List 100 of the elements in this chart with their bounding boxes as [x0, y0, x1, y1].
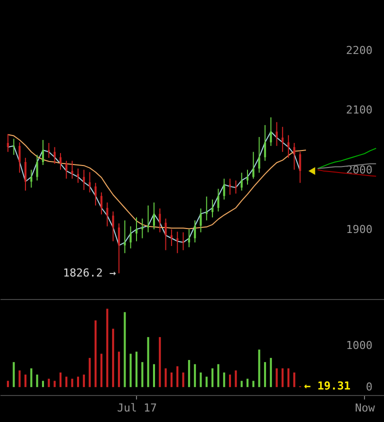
bar	[135, 352, 138, 388]
bar	[176, 366, 178, 388]
candlestick	[206, 196, 208, 221]
annotation: 1826.2 →	[62, 266, 116, 280]
bar	[252, 380, 254, 388]
candlestick	[299, 151, 302, 184]
bar	[42, 380, 44, 388]
candlestick	[6, 134, 9, 152]
bar	[65, 376, 68, 388]
bar	[211, 368, 214, 388]
bar	[88, 358, 91, 388]
bar	[82, 374, 85, 388]
candlestick	[293, 142, 296, 170]
y-tick-label: 1900	[346, 222, 372, 236]
bar	[240, 380, 243, 388]
candlestick	[100, 192, 102, 215]
bar	[194, 364, 196, 388]
bar	[54, 380, 56, 388]
bar	[234, 370, 237, 388]
candlestick	[18, 142, 21, 174]
candlestick	[147, 204, 150, 233]
candlestick	[48, 142, 50, 158]
candlestick	[182, 232, 184, 251]
y-tick-label: 2100	[346, 104, 372, 117]
bar	[153, 364, 156, 388]
candlestick	[287, 134, 290, 158]
bar	[18, 370, 21, 388]
candlestick	[264, 124, 266, 162]
candlestick	[71, 160, 74, 180]
candlestick	[60, 152, 62, 170]
bar	[48, 378, 50, 388]
bar	[60, 372, 62, 388]
candlestick	[54, 146, 56, 164]
x-tick-label: Now	[354, 402, 376, 414]
bar	[228, 374, 231, 388]
bar	[276, 368, 278, 388]
candlestick	[135, 216, 138, 242]
bar	[282, 368, 284, 388]
bar	[258, 350, 260, 388]
candlestick	[112, 210, 114, 242]
annotation: ← 19.31	[304, 379, 351, 392]
candlestick	[188, 228, 190, 248]
bar	[270, 358, 272, 388]
candlestick	[158, 208, 161, 233]
bar	[223, 372, 226, 388]
candlestick	[223, 178, 226, 200]
y-tick-label: 0	[366, 380, 372, 394]
line-series	[7, 131, 301, 246]
y-tick-label: 2200	[346, 44, 372, 58]
bar	[141, 362, 144, 388]
candlestick	[282, 126, 284, 152]
bar	[12, 362, 15, 388]
bar	[170, 372, 173, 388]
bar	[182, 372, 184, 388]
bar	[36, 374, 38, 388]
bar	[24, 374, 26, 388]
candlestick	[141, 218, 144, 239]
candlestick	[176, 231, 178, 254]
candlestick	[30, 169, 32, 188]
candlestick	[240, 172, 243, 192]
bar	[188, 360, 190, 388]
candlestick	[82, 169, 85, 190]
bar	[147, 337, 150, 388]
bar	[106, 308, 108, 388]
candlestick	[217, 188, 220, 212]
bar	[112, 328, 114, 388]
bar	[293, 372, 296, 388]
candlestick	[65, 160, 68, 180]
bar	[100, 354, 102, 388]
x-tick-label: Jul 17	[117, 402, 157, 414]
bar	[200, 372, 202, 388]
bar	[158, 337, 161, 388]
candlestick	[276, 122, 278, 146]
candlestick	[42, 139, 44, 166]
candlestick	[94, 182, 97, 206]
bar	[246, 378, 249, 388]
bar	[94, 320, 97, 388]
bar	[287, 368, 290, 388]
bar	[130, 354, 132, 388]
bar	[30, 368, 32, 388]
candlestick	[164, 218, 167, 251]
candlestick	[88, 172, 91, 193]
candlestick	[77, 168, 80, 184]
bar	[217, 364, 220, 388]
candlestick	[228, 178, 231, 196]
y-tick-label: 1000	[346, 338, 372, 352]
candlestick	[124, 220, 126, 254]
bar	[124, 312, 126, 388]
bar	[6, 380, 9, 388]
candlestick	[270, 116, 272, 146]
bar	[71, 378, 74, 388]
y-tick-label: 2000	[346, 163, 372, 176]
bar	[264, 362, 266, 388]
bar	[77, 376, 80, 388]
bar	[118, 352, 120, 388]
candlestick	[130, 226, 132, 249]
candlestick	[36, 154, 38, 181]
candlestick	[211, 199, 214, 218]
candlestick	[24, 157, 26, 192]
candlestick	[258, 136, 260, 174]
